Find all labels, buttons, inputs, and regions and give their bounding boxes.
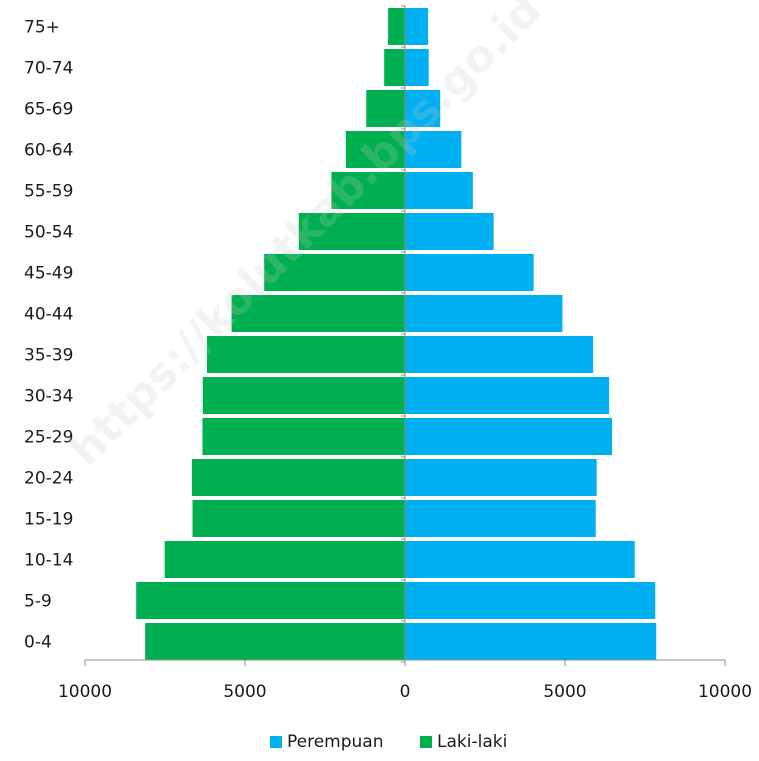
bar-perempuan-50-54 xyxy=(405,213,494,250)
bar-laki-laki-25-29 xyxy=(202,418,405,455)
bar-laki-laki-55-59 xyxy=(331,172,405,209)
y-category-label-75+: 75+ xyxy=(24,18,60,38)
bar-laki-laki-30-34 xyxy=(202,377,405,414)
bar-perempuan-70-74 xyxy=(405,49,429,86)
x-tick-label: 5000 xyxy=(543,682,586,702)
bar-perempuan-30-34 xyxy=(405,377,610,414)
bar-perempuan-40-44 xyxy=(405,295,563,332)
legend-swatch-perempuan xyxy=(270,736,282,748)
x-tick-label: 0 xyxy=(400,682,411,702)
bar-laki-laki-5-9 xyxy=(136,582,405,619)
bar-perempuan-65-69 xyxy=(405,90,441,127)
legend-label-perempuan: Perempuan xyxy=(287,732,384,752)
y-category-label-20-24: 20-24 xyxy=(24,469,73,489)
bar-perempuan-15-19 xyxy=(405,500,596,537)
bar-perempuan-35-39 xyxy=(405,336,594,373)
legend-swatch-laki-laki xyxy=(420,736,432,748)
bar-laki-laki-0-4 xyxy=(145,623,405,660)
bar-laki-laki-20-24 xyxy=(191,459,405,496)
bar-perempuan-60-64 xyxy=(405,131,462,168)
bar-perempuan-45-49 xyxy=(405,254,534,291)
y-category-label-15-19: 15-19 xyxy=(24,510,73,530)
y-category-label-0-4: 0-4 xyxy=(24,633,52,653)
bar-laki-laki-50-54 xyxy=(298,213,405,250)
bar-laki-laki-70-74 xyxy=(384,49,405,86)
y-category-label-45-49: 45-49 xyxy=(24,264,73,284)
bar-perempuan-55-59 xyxy=(405,172,473,209)
y-category-label-35-39: 35-39 xyxy=(24,346,73,366)
bar-laki-laki-10-14 xyxy=(164,541,405,578)
bar-laki-laki-40-44 xyxy=(231,295,405,332)
y-category-label-25-29: 25-29 xyxy=(24,428,73,448)
y-category-label-70-74: 70-74 xyxy=(24,59,73,79)
bar-perempuan-25-29 xyxy=(405,418,613,455)
bar-laki-laki-45-49 xyxy=(264,254,405,291)
legend-label-laki-laki: Laki-laki xyxy=(437,732,507,752)
bar-laki-laki-65-69 xyxy=(366,90,405,127)
legend: Perempuan Laki-laki xyxy=(270,732,507,752)
bar-perempuan-0-4 xyxy=(405,623,657,660)
y-category-label-30-34: 30-34 xyxy=(24,387,73,407)
bar-perempuan-75+ xyxy=(405,8,429,45)
bar-perempuan-5-9 xyxy=(405,582,656,619)
bar-laki-laki-60-64 xyxy=(345,131,405,168)
bars-group xyxy=(136,8,657,660)
y-axis-labels: 0-4 5-9 10-14 15-19 20-24 25-29 30-34 35-39 40-4… xyxy=(24,18,73,653)
x-tick-label: 5000 xyxy=(223,682,266,702)
bar-perempuan-10-14 xyxy=(405,541,635,578)
bar-perempuan-20-24 xyxy=(405,459,597,496)
y-category-label-65-69: 65-69 xyxy=(24,100,73,120)
y-category-label-40-44: 40-44 xyxy=(24,305,73,325)
bar-laki-laki-15-19 xyxy=(192,500,405,537)
bar-laki-laki-75+ xyxy=(388,8,405,45)
y-category-label-5-9: 5-9 xyxy=(24,592,52,612)
y-category-label-60-64: 60-64 xyxy=(24,141,73,161)
x-axis: 10000 5000 0 5000 10000 xyxy=(58,5,752,702)
x-tick-label: 10000 xyxy=(698,682,752,702)
y-category-label-50-54: 50-54 xyxy=(24,223,73,243)
bar-laki-laki-35-39 xyxy=(206,336,405,373)
y-category-label-55-59: 55-59 xyxy=(24,182,73,202)
y-category-label-10-14: 10-14 xyxy=(24,551,73,571)
x-tick-label: 10000 xyxy=(58,682,112,702)
